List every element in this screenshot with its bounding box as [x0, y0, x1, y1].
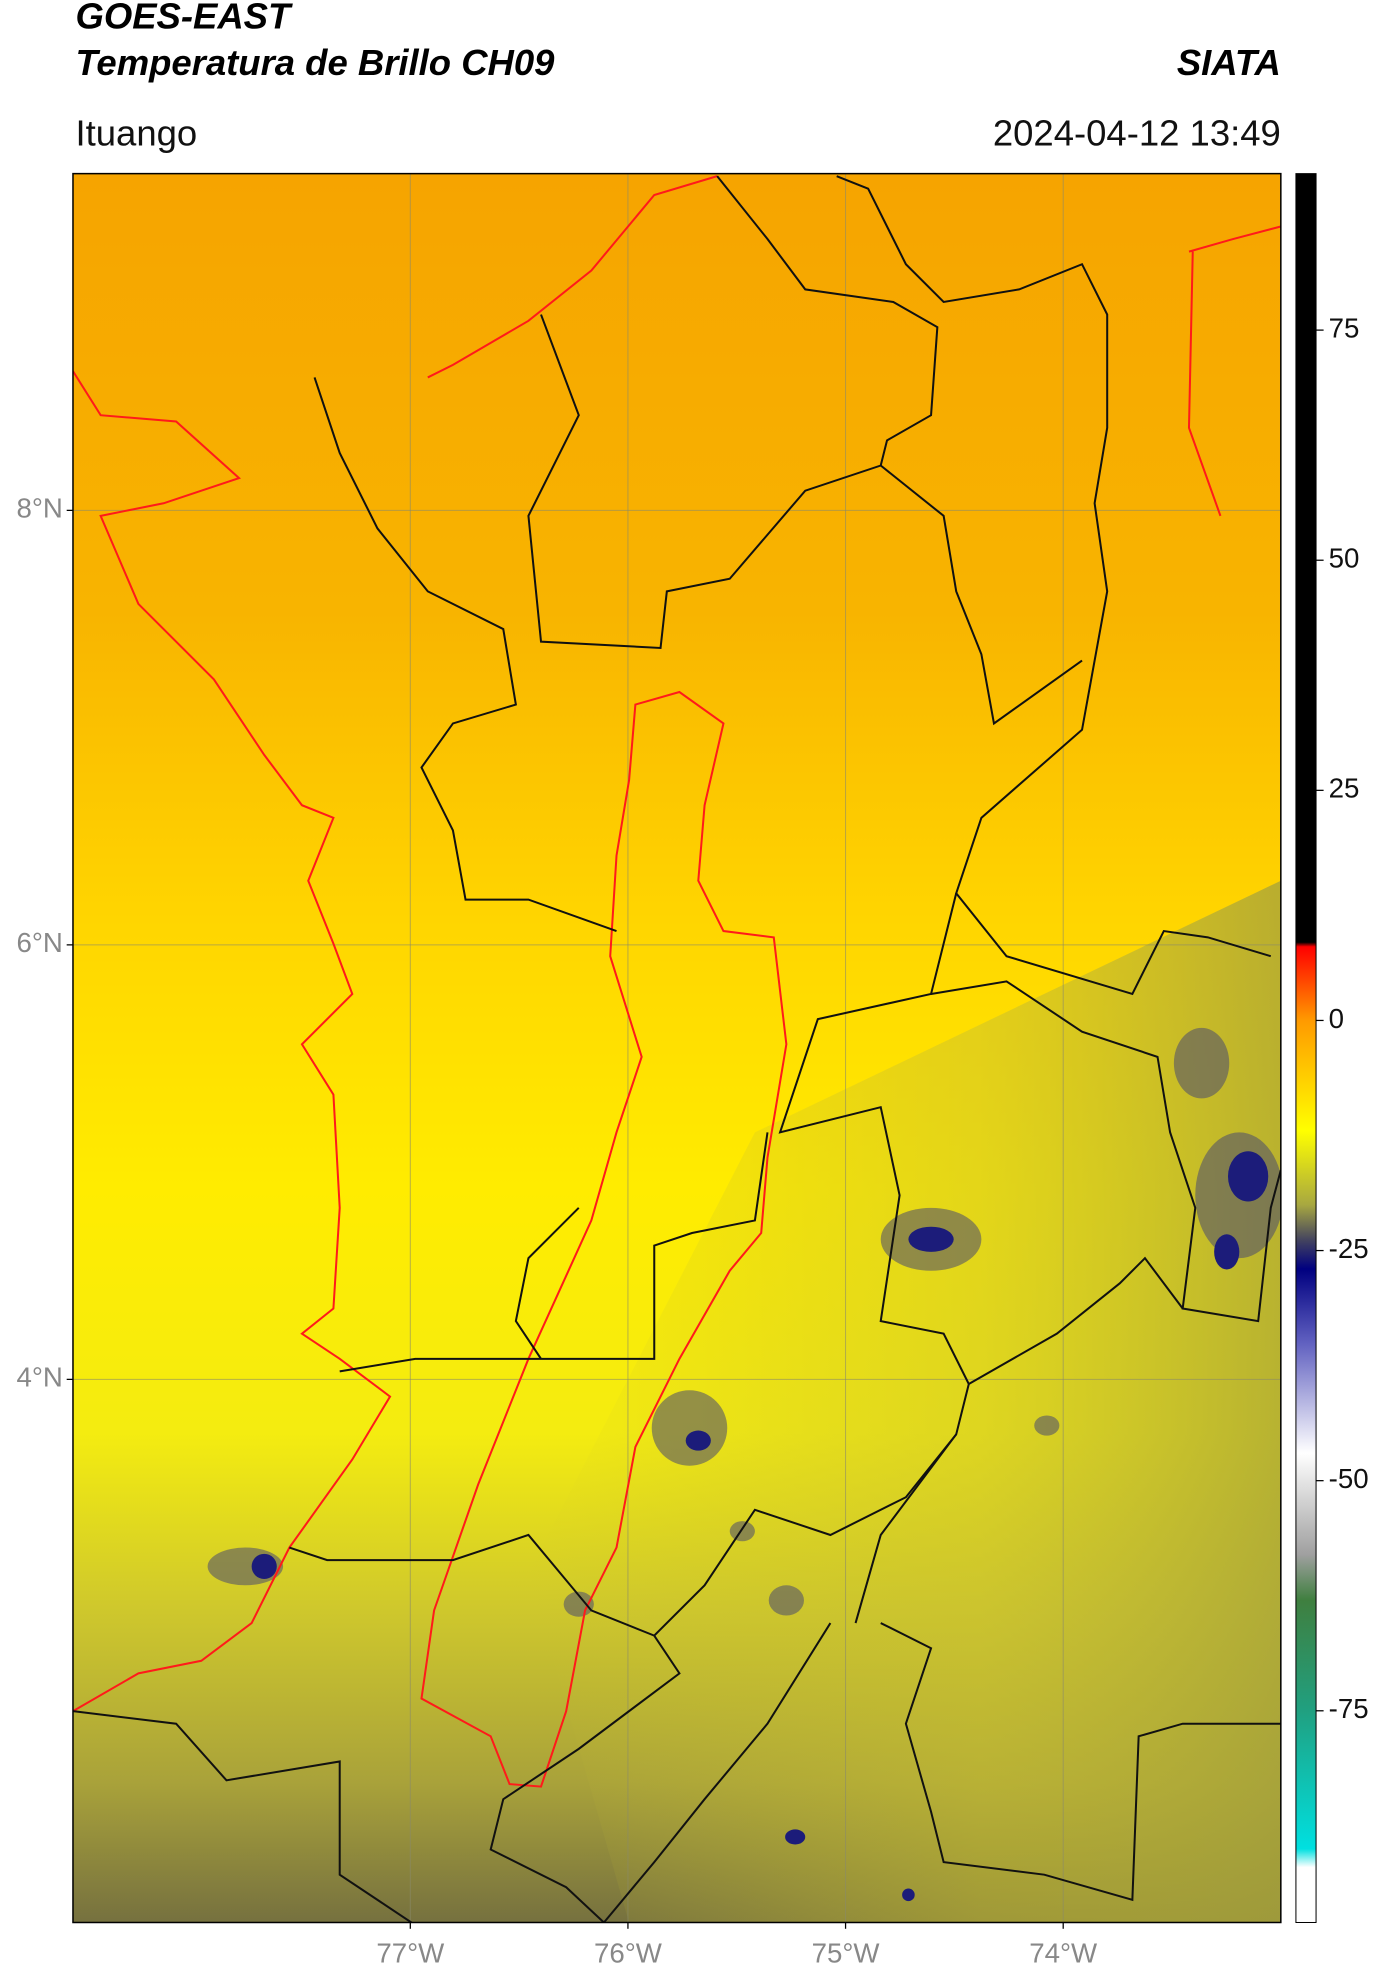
cloud-halo [729, 1521, 755, 1542]
x-tick-label: 74°W [1029, 1938, 1098, 1969]
basin-outline [420, 690, 788, 1788]
admin-border [930, 980, 1281, 1323]
map-frame [72, 172, 1282, 1924]
cloud-halo [768, 1585, 804, 1616]
colorbar-tick-label: -50 [1329, 1463, 1369, 1494]
product-title: Temperatura de Brillo CH09 [75, 42, 555, 83]
admin-border [880, 464, 1083, 726]
cloud-core [251, 1553, 277, 1580]
admin-border [289, 893, 970, 1637]
cloud-core [1214, 1234, 1240, 1270]
colorbar-tick-label: -75 [1329, 1693, 1369, 1724]
admin-border [968, 1256, 1184, 1385]
colorbar-tick-label: 25 [1329, 773, 1360, 804]
cloud-core [1227, 1151, 1269, 1202]
axis-ticks: 77°W 76°W 75°W 74°W 8°N 6°N 4°N [16, 493, 1098, 1969]
cloud-halo [651, 1390, 728, 1466]
cloud-core [785, 1829, 806, 1845]
x-tick-label: 76°W [594, 1938, 663, 1969]
cloud-halo [1034, 1415, 1060, 1436]
institution: SIATA [1177, 42, 1281, 83]
admin-border [313, 377, 617, 932]
admin-border [854, 1433, 1281, 1902]
cold-area [528, 880, 1281, 1923]
coastline [1187, 225, 1281, 517]
grid [72, 173, 1281, 1923]
x-tick-label: 77°W [376, 1938, 445, 1969]
admin-border [489, 1622, 832, 1923]
coastline [427, 175, 718, 379]
cloud-core [908, 1226, 954, 1252]
cloud-halo [1173, 1027, 1230, 1099]
admin-border [339, 1132, 769, 1373]
x-tick-label: 75°W [812, 1938, 881, 1969]
map-raster [72, 173, 1281, 1923]
colorbar-tick-label: 50 [1329, 543, 1360, 574]
location: Ituango [75, 113, 197, 154]
y-tick-label: 6°N [16, 927, 62, 958]
datetime: 2024-04-12 13:49 [993, 113, 1281, 154]
colorbar-tick-label: 75 [1329, 312, 1360, 343]
colorbar [1295, 173, 1317, 1923]
colorbar-tick-label: 0 [1329, 1003, 1344, 1034]
colorbar-ticks: 75 50 25 0 -25 -50 -75 [1316, 312, 1369, 1724]
cloud-core [902, 1888, 915, 1902]
admin-border [72, 1710, 414, 1923]
cloud-halo [563, 1591, 594, 1617]
y-tick-label: 4°N [16, 1362, 62, 1393]
satellite-title: GOES-EAST [75, 0, 293, 37]
y-tick-label: 8°N [16, 493, 62, 524]
boundaries [72, 175, 1281, 1923]
admin-border [836, 175, 1272, 996]
cloud-core [685, 1430, 711, 1451]
admin-border [527, 175, 939, 650]
colorbar-tick-label: -25 [1329, 1233, 1369, 1264]
coastline [72, 370, 392, 1712]
